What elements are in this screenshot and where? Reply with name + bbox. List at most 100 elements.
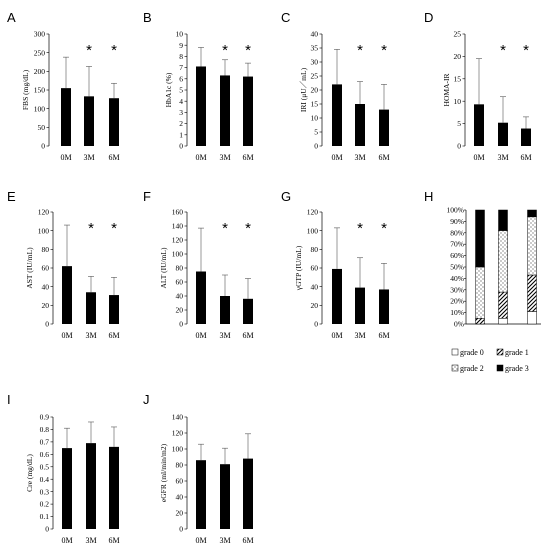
y-tick-label: 9	[179, 41, 183, 50]
x-category-label: 0M	[61, 536, 72, 545]
legend-swatch	[451, 348, 459, 356]
bar	[61, 88, 71, 146]
y-tick-label: 25	[311, 72, 319, 81]
y-tick-label: 2	[179, 119, 183, 128]
y-tick-label: 0	[179, 525, 183, 534]
significance-mark: *	[222, 220, 228, 237]
y-tick-label: 100	[172, 250, 184, 259]
x-category-label: 0M	[60, 153, 71, 162]
legend-label: grade 3	[505, 364, 529, 373]
bar	[243, 298, 253, 324]
y-tick-label: 80	[42, 245, 50, 254]
y-axis-label: HOMA-IR	[442, 74, 451, 107]
bar	[379, 109, 389, 146]
panel-f: F 0 20 40 60 80 100 120 140 160 ALT (IU/mL) 0M 3M * 6M…	[143, 189, 254, 340]
y-axis-label: ALT (IU/mL)	[159, 247, 168, 289]
y-tick-label: 0.8	[40, 425, 50, 434]
legend-label: grade 2	[460, 364, 484, 373]
significance-mark: *	[357, 42, 363, 59]
significance-mark: *	[88, 220, 94, 237]
panel-letter: E	[7, 189, 16, 204]
panel-letter: B	[143, 10, 152, 25]
bar	[196, 66, 206, 146]
y-tick-label: 0.3	[40, 487, 50, 496]
y-tick-label: 15	[311, 100, 319, 109]
significance-mark: *	[381, 42, 387, 59]
y-tick-label: 3	[179, 108, 183, 117]
y-tick-label: 10	[454, 97, 462, 106]
y-tick-label: 7	[179, 63, 183, 72]
y-tick-label: 140	[172, 222, 184, 231]
bar	[521, 128, 531, 146]
x-category-label: 0M	[473, 153, 484, 162]
y-tick-label: 60	[311, 264, 319, 273]
x-category-label: 3M	[354, 153, 365, 162]
stacked-segment-grade-1	[527, 274, 537, 312]
y-tick-label: 100	[172, 445, 184, 454]
x-category-label: 6M	[378, 153, 389, 162]
bar	[243, 76, 253, 146]
y-tick-label: 60%	[450, 251, 464, 260]
y-tick-label: 0	[457, 142, 461, 151]
stacked-segment-grade-1	[475, 318, 485, 325]
y-tick-label: 120	[172, 429, 184, 438]
y-tick-label: 20	[311, 301, 319, 310]
y-tick-label: 4	[179, 97, 183, 106]
y-tick-label: 140	[172, 413, 184, 422]
stacked-segment-grade-0	[498, 318, 508, 325]
panel-b: B 0 1 2 3 4 5 6 7 8 9 10 HbA1c (%) 0M 3M * 6M *	[143, 10, 254, 162]
legend-swatch	[496, 348, 504, 356]
bar	[379, 289, 389, 324]
stacked-segment-grade-2	[527, 216, 537, 276]
panel-letter: C	[281, 10, 290, 25]
y-tick-label: 40	[176, 292, 184, 301]
bar	[196, 271, 206, 324]
x-category-label: 3M	[85, 536, 96, 545]
y-tick-label: 80	[176, 461, 184, 470]
panel-d: D 0 5 10 15 20 25 HOMA-IR 0M 3M * 6M *	[424, 10, 532, 162]
y-tick-label: 40%	[450, 274, 464, 283]
stacked-segment-grade-2	[498, 230, 508, 293]
panel-g: G 0 20 40 60 80 100 120 γGTP (IU/mL) 0M 3M * 6M *	[281, 189, 390, 340]
x-category-label: 3M	[219, 153, 230, 162]
panel-letter: A	[7, 10, 16, 25]
bar	[109, 446, 119, 529]
bar	[332, 84, 342, 146]
panel-e: E 0 20 40 60 80 100 120 AST (IU/mL) 0M 3M * 6M *	[7, 189, 120, 340]
y-tick-label: 20	[176, 509, 184, 518]
y-tick-label: 300	[34, 30, 46, 39]
y-tick-label: 25	[454, 30, 462, 39]
y-tick-label: 10	[311, 114, 319, 123]
y-tick-label: 5	[314, 128, 318, 137]
y-tick-label: 0%	[454, 320, 464, 329]
y-tick-label: 60	[176, 477, 184, 486]
bar	[62, 448, 72, 529]
stacked-segment-grade-0	[527, 311, 537, 325]
bar	[355, 287, 365, 324]
panel-c: C 0 5 10 15 20 25 30 35 40 IRI (μU／mL) 0M 3M * 6M *	[281, 10, 390, 162]
bar	[220, 296, 230, 324]
y-tick-label: 0.9	[40, 413, 50, 422]
y-tick-label: 120	[38, 208, 50, 217]
y-tick-label: 50%	[450, 263, 464, 272]
panel-letter: J	[143, 392, 150, 407]
y-tick-label: 20	[454, 52, 462, 61]
bar	[109, 295, 119, 324]
y-axis-label: eGFR (ml/min/m2)	[159, 443, 168, 502]
y-tick-label: 1	[179, 130, 183, 139]
y-tick-label: 80	[311, 245, 319, 254]
legend-swatch	[451, 364, 459, 372]
y-tick-label: 40	[176, 493, 184, 502]
bar	[84, 96, 94, 146]
legend-label: grade 0	[460, 348, 484, 357]
y-tick-label: 90%	[450, 217, 464, 226]
panel-a: A 0 50 100 150 200 250 300 FBS (mg/dL) 0M 3M * 6M *	[7, 10, 120, 162]
x-category-label: 3M	[85, 331, 96, 340]
x-category-label: 0M	[331, 153, 342, 162]
x-category-label: 6M	[108, 536, 119, 545]
y-tick-label: 0.6	[40, 450, 50, 459]
x-category-label: 0M	[331, 331, 342, 340]
y-tick-label: 8	[179, 52, 183, 61]
x-category-label: 0M	[195, 331, 206, 340]
y-tick-label: 0	[179, 142, 183, 151]
